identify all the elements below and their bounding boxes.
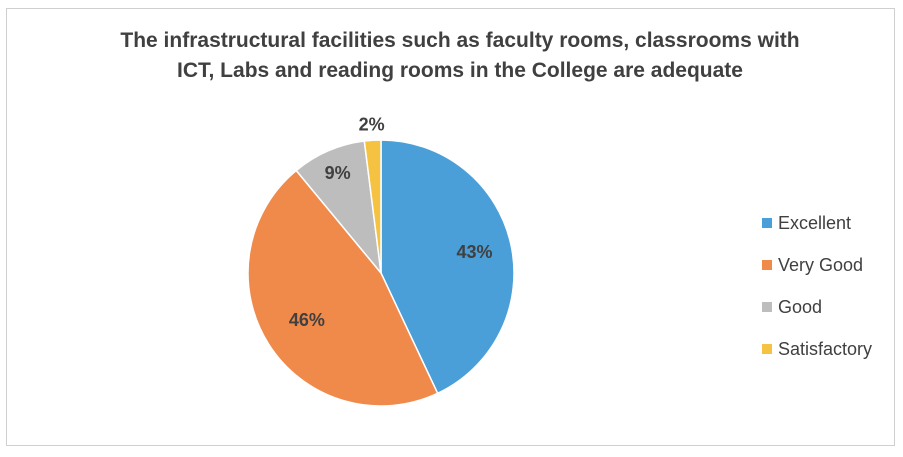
legend-item-excellent: Excellent bbox=[762, 202, 872, 244]
legend-item-good: Good bbox=[762, 286, 872, 328]
legend-label-excellent: Excellent bbox=[778, 212, 852, 233]
data-label-good: 9% bbox=[325, 163, 351, 183]
legend-label-good: Good bbox=[778, 296, 823, 317]
pie-slice-excellent bbox=[380, 139, 515, 395]
chart-title: The infrastructural facilities such as f… bbox=[60, 26, 860, 86]
pie-slice-satisfactory bbox=[363, 139, 382, 274]
data-label-satisfactory: 2% bbox=[359, 114, 385, 134]
legend-swatch-good bbox=[762, 302, 772, 312]
legend-item-very-good: Very Good bbox=[762, 244, 872, 286]
legend-label-very-good: Very Good bbox=[778, 254, 864, 275]
legend-swatch-satisfactory bbox=[762, 344, 772, 354]
legend-swatch-excellent bbox=[762, 218, 772, 228]
pie-slice-very-good bbox=[247, 169, 439, 407]
data-label-excellent: 43% bbox=[456, 242, 492, 262]
chart-title-line-1: The infrastructural facilities such as f… bbox=[120, 29, 800, 52]
legend: Excellent Very Good Good Satisfactory bbox=[762, 202, 872, 370]
legend-swatch-very-good bbox=[762, 260, 772, 270]
legend-item-satisfactory: Satisfactory bbox=[762, 328, 872, 370]
chart-title-line-2: ICT, Labs and reading rooms in the Colle… bbox=[177, 59, 743, 82]
data-label-very-good: 46% bbox=[289, 310, 325, 330]
legend-label-satisfactory: Satisfactory bbox=[778, 338, 873, 359]
